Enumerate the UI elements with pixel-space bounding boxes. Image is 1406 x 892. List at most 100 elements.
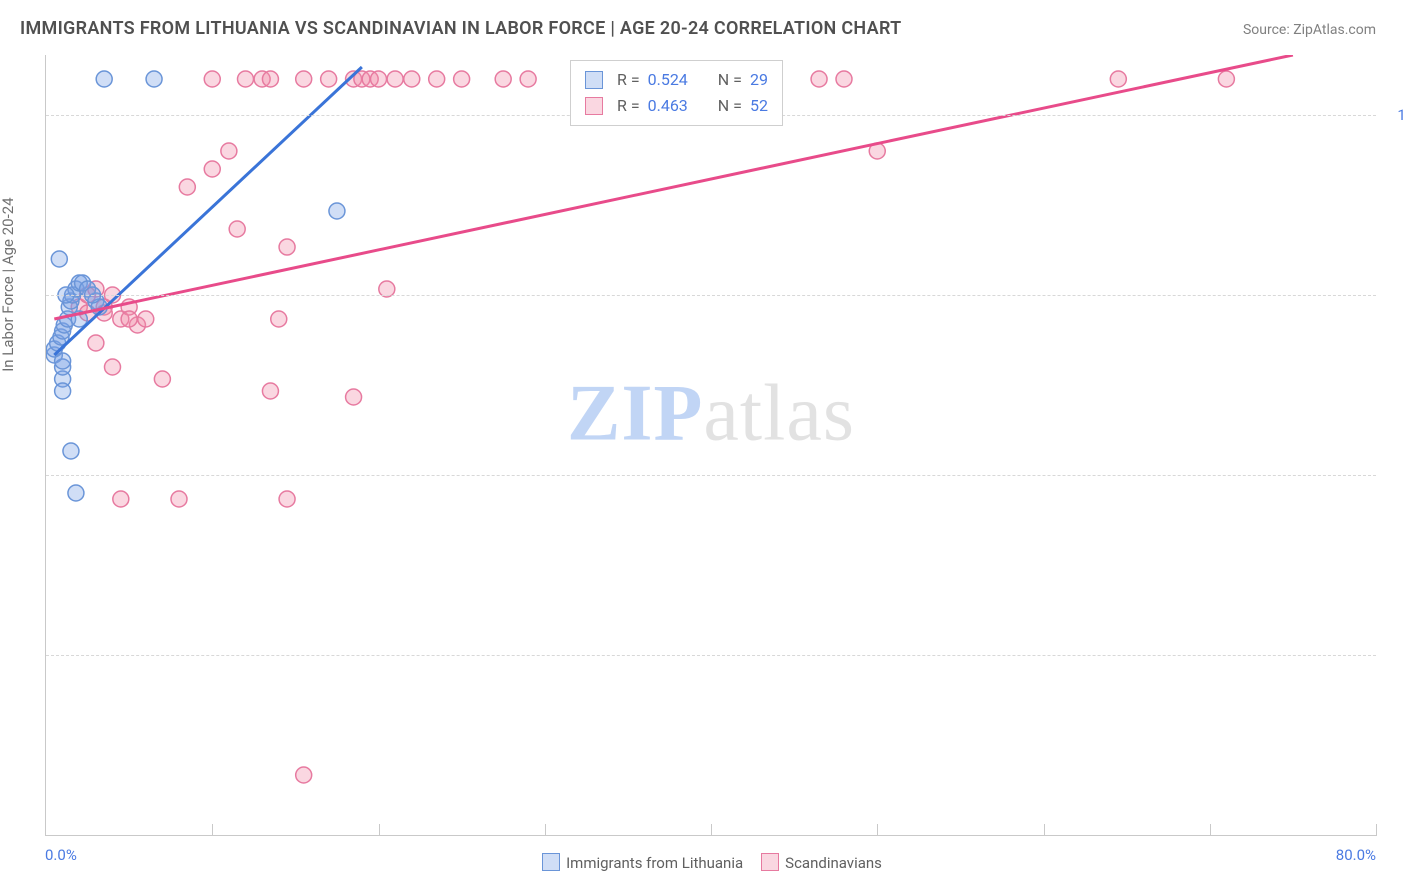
- legend-r-value: 0.463: [648, 93, 688, 119]
- data-point-lithuania: [55, 353, 71, 369]
- data-point-scandinavian: [404, 71, 420, 87]
- data-point-lithuania: [63, 443, 79, 459]
- data-point-scandinavian: [204, 71, 220, 87]
- data-point-scandinavian: [262, 71, 278, 87]
- data-point-scandinavian: [262, 383, 278, 399]
- legend-n-value: 52: [750, 93, 768, 119]
- data-point-scandinavian: [138, 311, 154, 327]
- data-point-scandinavian: [271, 311, 287, 327]
- legend-swatch-icon: [542, 853, 560, 871]
- data-point-scandinavian: [71, 299, 87, 315]
- data-point-lithuania: [146, 71, 162, 87]
- data-point-scandinavian: [221, 143, 237, 159]
- data-point-scandinavian: [113, 491, 129, 507]
- data-point-scandinavian: [371, 71, 387, 87]
- data-point-scandinavian: [346, 71, 362, 87]
- data-point-scandinavian: [279, 239, 295, 255]
- data-point-scandinavian: [296, 71, 312, 87]
- legend-series-label: Scandinavians: [785, 854, 882, 872]
- legend-n-label: N =: [718, 67, 742, 93]
- legend-r-value: 0.524: [648, 67, 688, 93]
- data-point-scandinavian: [254, 71, 270, 87]
- data-point-lithuania: [55, 323, 71, 339]
- x-tick: [711, 824, 712, 836]
- data-point-scandinavian: [362, 71, 378, 87]
- legend-swatch-icon: [585, 71, 603, 89]
- scatter-plot-area: ZIPatlas 100.0%85.0%70.0%55.0%: [45, 55, 1376, 836]
- data-point-lithuania: [50, 335, 66, 351]
- data-point-scandinavian: [204, 161, 220, 177]
- watermark: ZIPatlas: [567, 368, 855, 459]
- data-point-lithuania: [46, 347, 62, 363]
- data-point-scandinavian: [869, 143, 885, 159]
- data-point-scandinavian: [88, 335, 104, 351]
- data-point-lithuania: [55, 383, 71, 399]
- data-point-scandinavian: [296, 767, 312, 783]
- data-point-scandinavian: [96, 305, 112, 321]
- data-point-lithuania: [53, 329, 69, 345]
- data-point-scandinavian: [811, 71, 827, 87]
- gridline: [46, 295, 1376, 296]
- data-point-lithuania: [91, 299, 107, 315]
- data-point-scandinavian: [113, 311, 129, 327]
- data-point-scandinavian: [121, 299, 137, 315]
- data-point-scandinavian: [229, 221, 245, 237]
- legend-row-scandinavian: R = 0.463 N = 52: [585, 93, 768, 119]
- data-point-lithuania: [56, 317, 72, 333]
- data-point-lithuania: [329, 203, 345, 219]
- x-tick: [379, 824, 380, 836]
- data-point-scandinavian: [279, 491, 295, 507]
- legend-n-label: N =: [718, 93, 742, 119]
- x-tick: [1376, 824, 1377, 836]
- series-legend: Immigrants from Lithuania Scandinavians: [0, 853, 1406, 872]
- x-tick: [877, 824, 878, 836]
- data-point-scandinavian: [1218, 71, 1234, 87]
- legend-swatch-icon: [761, 853, 779, 871]
- data-point-scandinavian: [836, 71, 852, 87]
- correlation-legend-box: R = 0.524 N = 29R = 0.463 N = 52: [570, 60, 783, 126]
- data-point-scandinavian: [429, 71, 445, 87]
- data-point-scandinavian: [154, 371, 170, 387]
- chart-svg-overlay: [46, 55, 1376, 835]
- legend-swatch-icon: [585, 97, 603, 115]
- y-tick-label: 100.0%: [1386, 106, 1406, 124]
- data-point-lithuania: [51, 251, 67, 267]
- legend-row-lithuania: R = 0.524N = 29: [585, 67, 768, 93]
- data-point-scandinavian: [238, 71, 254, 87]
- data-point-lithuania: [61, 299, 77, 315]
- data-point-scandinavian: [96, 299, 112, 315]
- data-point-lithuania: [55, 359, 71, 375]
- data-point-scandinavian: [454, 71, 470, 87]
- legend-n-value: 29: [750, 67, 768, 93]
- trend-line-lithuania: [54, 67, 362, 355]
- data-point-scandinavian: [520, 71, 536, 87]
- data-point-lithuania: [96, 71, 112, 87]
- data-point-lithuania: [75, 275, 91, 291]
- data-point-scandinavian: [171, 491, 187, 507]
- data-point-lithuania: [46, 341, 62, 357]
- legend-series-label: Immigrants from Lithuania: [566, 854, 743, 872]
- x-tick: [212, 824, 213, 836]
- data-point-lithuania: [68, 485, 84, 501]
- data-point-scandinavian: [354, 71, 370, 87]
- data-point-scandinavian: [80, 305, 96, 321]
- legend-r-label: R =: [617, 93, 640, 119]
- x-tick: [1044, 824, 1045, 836]
- x-tick: [545, 824, 546, 836]
- data-point-scandinavian: [179, 179, 195, 195]
- data-point-scandinavian: [121, 311, 137, 327]
- gridline: [46, 475, 1376, 476]
- y-tick-label: 55.0%: [1386, 646, 1406, 664]
- data-point-scandinavian: [321, 71, 337, 87]
- source-attribution: Source: ZipAtlas.com: [1243, 22, 1376, 38]
- y-tick-label: 70.0%: [1386, 466, 1406, 484]
- data-point-scandinavian: [495, 71, 511, 87]
- y-axis-label: In Labor Force | Age 20-24: [0, 197, 17, 371]
- data-point-lithuania: [71, 275, 87, 291]
- data-point-lithuania: [71, 311, 87, 327]
- data-point-scandinavian: [346, 389, 362, 405]
- data-point-scandinavian: [129, 317, 145, 333]
- x-tick: [1210, 824, 1211, 836]
- chart-title: IMMIGRANTS FROM LITHUANIA VS SCANDINAVIA…: [20, 18, 902, 39]
- data-point-lithuania: [60, 311, 76, 327]
